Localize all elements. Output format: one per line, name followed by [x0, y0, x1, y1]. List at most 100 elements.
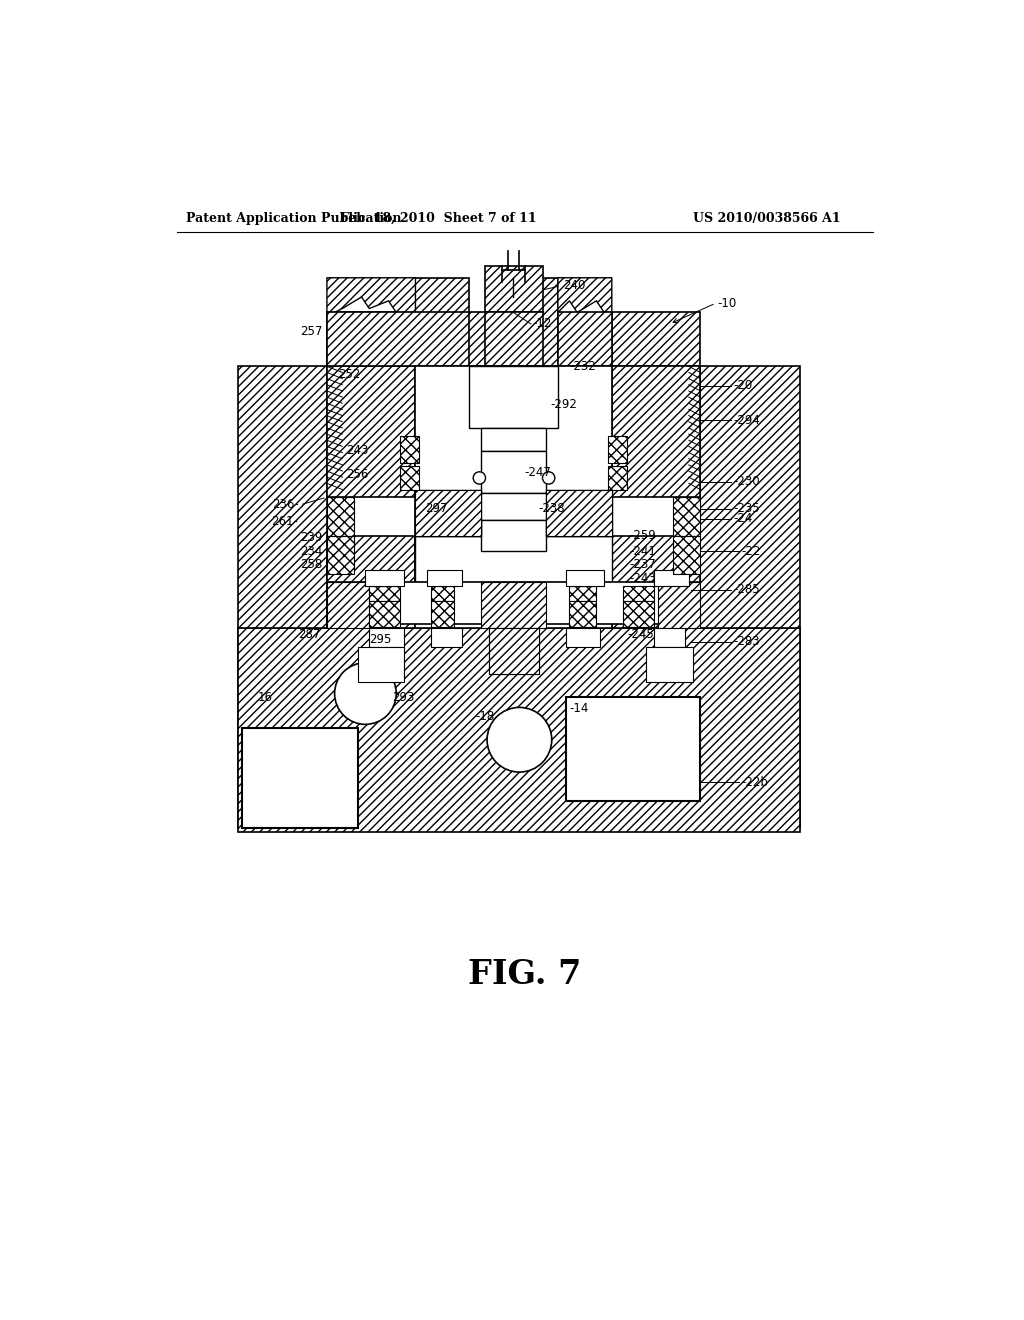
Polygon shape: [327, 367, 416, 498]
Bar: [431, 628, 462, 647]
Polygon shape: [327, 536, 354, 574]
Polygon shape: [569, 601, 596, 627]
Text: -20: -20: [733, 379, 753, 392]
Polygon shape: [327, 498, 354, 536]
Polygon shape: [700, 367, 801, 628]
Polygon shape: [608, 466, 628, 490]
Polygon shape: [608, 436, 628, 462]
Polygon shape: [327, 536, 416, 628]
Text: -238: -238: [539, 502, 565, 515]
Text: -14: -14: [569, 702, 589, 715]
Text: -235: -235: [733, 502, 760, 515]
Bar: [481, 428, 547, 451]
Text: -285: -285: [733, 583, 760, 597]
Text: -24: -24: [733, 512, 753, 525]
Bar: [469, 494, 558, 520]
Text: 293: 293: [392, 690, 415, 704]
Bar: [488, 628, 539, 675]
Polygon shape: [488, 628, 539, 675]
Polygon shape: [658, 582, 700, 628]
Text: 258: 258: [300, 557, 323, 570]
Bar: [416, 536, 611, 582]
Bar: [565, 628, 600, 647]
Text: 295: 295: [370, 634, 391, 647]
Bar: [327, 582, 700, 624]
Text: -18: -18: [475, 710, 495, 723]
Bar: [654, 570, 689, 586]
Text: 287: 287: [298, 628, 321, 640]
Text: 257: 257: [300, 325, 323, 338]
Polygon shape: [558, 313, 611, 367]
Text: US 2010/0038566 A1: US 2010/0038566 A1: [692, 213, 841, 224]
Bar: [565, 570, 604, 586]
Polygon shape: [611, 367, 700, 498]
Polygon shape: [624, 586, 654, 601]
Polygon shape: [481, 582, 547, 628]
Bar: [481, 451, 547, 494]
Bar: [654, 628, 685, 647]
Polygon shape: [327, 277, 416, 313]
Text: -259: -259: [630, 529, 656, 543]
Text: 240: 240: [563, 279, 586, 292]
Text: -230: -230: [733, 475, 760, 488]
Polygon shape: [239, 628, 801, 829]
Text: -243: -243: [630, 572, 656, 585]
Text: 297: 297: [425, 502, 447, 515]
Polygon shape: [558, 277, 611, 313]
Text: -232: -232: [569, 360, 596, 372]
Polygon shape: [624, 601, 654, 627]
Bar: [646, 647, 692, 682]
Circle shape: [473, 471, 485, 484]
Polygon shape: [611, 313, 700, 367]
Text: 239: 239: [300, 531, 323, 544]
Bar: [547, 490, 611, 536]
Text: -237: -237: [630, 557, 656, 570]
Polygon shape: [569, 586, 596, 601]
Text: Feb. 18, 2010  Sheet 7 of 11: Feb. 18, 2010 Sheet 7 of 11: [340, 213, 537, 224]
Text: 234: 234: [300, 545, 323, 557]
Polygon shape: [484, 313, 543, 367]
Text: -12: -12: [532, 317, 552, 330]
Bar: [243, 729, 357, 829]
Text: Patent Application Publication: Patent Application Publication: [186, 213, 401, 224]
Polygon shape: [239, 367, 327, 628]
Text: -22: -22: [741, 545, 761, 557]
Text: 256: 256: [346, 467, 369, 480]
Text: 236-: 236-: [271, 499, 298, 511]
Bar: [416, 490, 481, 536]
Polygon shape: [400, 436, 419, 462]
Text: -292: -292: [550, 399, 578, 412]
Polygon shape: [370, 601, 400, 627]
Polygon shape: [416, 490, 481, 536]
Text: -245: -245: [628, 628, 654, 640]
Bar: [357, 647, 403, 682]
Polygon shape: [400, 466, 419, 490]
Bar: [366, 570, 403, 586]
Polygon shape: [674, 498, 700, 536]
Text: -22b: -22b: [741, 776, 768, 788]
Text: -241: -241: [630, 545, 656, 557]
Polygon shape: [431, 601, 454, 627]
Polygon shape: [431, 586, 454, 601]
Polygon shape: [611, 536, 700, 628]
Circle shape: [335, 663, 396, 725]
Text: -247: -247: [524, 466, 552, 479]
Bar: [481, 520, 547, 552]
Polygon shape: [674, 536, 700, 574]
Bar: [416, 367, 611, 628]
Polygon shape: [484, 267, 543, 313]
Text: 261-: 261-: [271, 515, 298, 528]
Polygon shape: [416, 277, 558, 367]
Polygon shape: [327, 313, 416, 367]
Bar: [370, 628, 403, 647]
Bar: [427, 570, 462, 586]
Circle shape: [487, 708, 552, 772]
Bar: [469, 367, 558, 428]
Bar: [565, 697, 700, 801]
Polygon shape: [327, 582, 370, 628]
Text: 16: 16: [258, 690, 272, 704]
Polygon shape: [239, 628, 801, 832]
Text: FIG. 7: FIG. 7: [468, 958, 582, 991]
Polygon shape: [370, 586, 400, 601]
Text: -10: -10: [717, 297, 736, 310]
